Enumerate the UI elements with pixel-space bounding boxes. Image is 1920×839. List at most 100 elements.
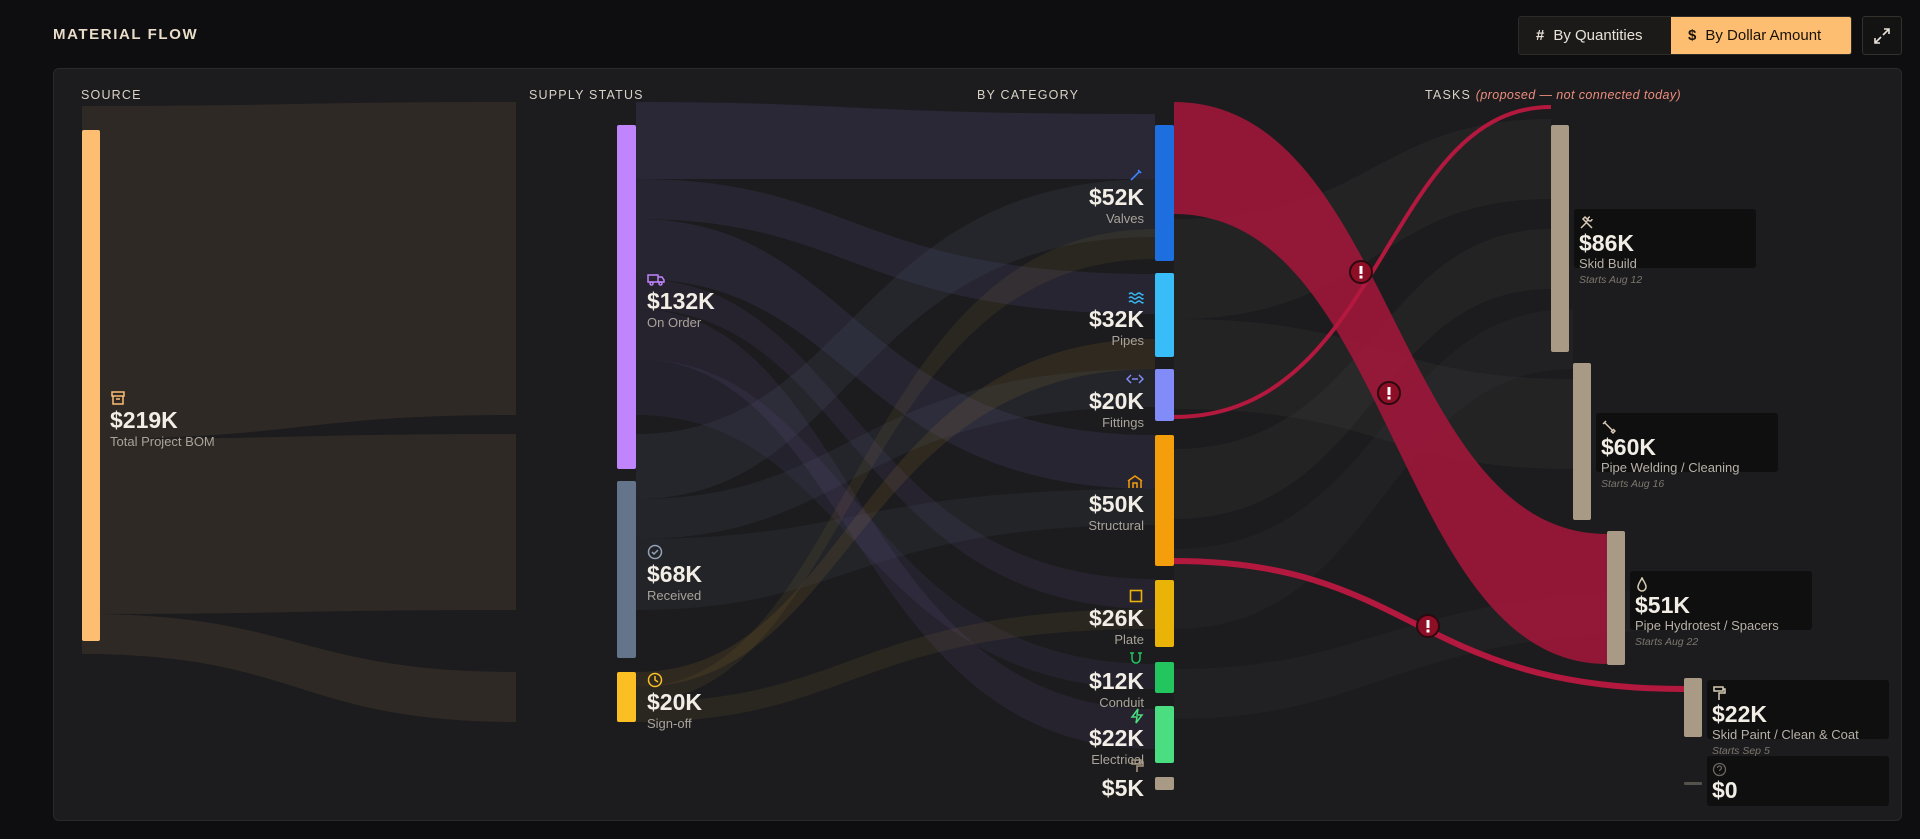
column-header-tasks: TASKS (proposed — not connected today) [1425,88,1681,102]
paint-roller-icon [1713,686,1726,700]
column-header-by-category: BY CATEGORY [977,88,1080,102]
category-node-structural[interactable] [1155,435,1174,566]
clock-icon [647,672,663,688]
alert-badges [1349,260,1440,638]
category-node-conduit[interactable] [1155,662,1174,693]
source-label: $219K Total Project BOM [110,390,215,448]
category-label-fittings: $20K Fittings [1089,371,1144,429]
task-card-pipe-welding[interactable]: $60K Pipe Welding / Cleaning Starts Aug … [1596,413,1778,490]
flow-received-valves[interactable] [636,179,1155,499]
task-node-hydrotest[interactable] [1607,531,1625,665]
sankey-diagram [82,102,1719,790]
category-node-electrical[interactable] [1155,706,1174,763]
flow-onorder-structural[interactable] [636,219,1155,489]
cable-icon [1130,652,1142,664]
category-value-fittings: $20K [1089,388,1144,414]
flow-signoff-plate[interactable] [636,609,1155,722]
category-value-structural: $50K [1089,491,1144,517]
supply-value-received: $68K [647,561,702,587]
task-value-skid-build: $86K [1579,230,1634,256]
source-value: $219K [110,407,178,433]
by-dollar-amount-button[interactable]: $ By Dollar Amount [1671,17,1851,54]
category-value-pipes: $32K [1089,306,1144,332]
waves-icon [1128,292,1144,304]
by-quantities-button[interactable]: # By Quantities [1519,17,1671,54]
material-flow-panel: SOURCE SUPPLY STATUS BY CATEGORY TASKS (… [53,68,1902,821]
by-quantities-label: By Quantities [1553,27,1643,44]
task-value-skid-paint: $22K [1712,701,1767,727]
category-name-structural: Structural [1088,518,1144,533]
category-value-conduit: $12K [1089,668,1144,694]
category-value-paint: $5K [1101,775,1144,801]
task-node-skid-paint[interactable] [1684,678,1702,737]
category-node-plate[interactable] [1155,580,1174,647]
supply-node-received[interactable] [617,481,636,658]
archive-box-icon [111,391,125,405]
lightning-icon [1130,708,1144,724]
task-node-pipe-welding[interactable] [1573,363,1591,520]
flow-onorder-valves[interactable] [636,102,1155,179]
flow-received-structural[interactable] [636,489,1155,610]
task-card-hydrotest[interactable]: $51K Pipe Hydrotest / Spacers Starts Aug… [1630,571,1812,648]
category-label-paint: $5K [1102,758,1144,803]
task-node-zero[interactable] [1684,782,1702,785]
expand-button[interactable] [1862,16,1902,55]
task-name-pipe-welding: Pipe Welding / Cleaning [1601,460,1740,475]
task-card-unassigned[interactable]: $0 [1707,756,1889,806]
category-name-fittings: Fittings [1102,415,1144,430]
task-value-pipe-welding: $60K [1601,434,1656,460]
flow-category-task-gray-1[interactable] [1174,119,1551,319]
hammer-wrench-icon [1580,215,1593,229]
category-label-structural: $50K Structural [1088,474,1144,532]
category-label-conduit: $12K Conduit [1089,651,1144,709]
task-card-skid-build[interactable]: $86K Skid Build Starts Aug 12 [1574,209,1756,286]
category-label-plate: $26K Plate [1089,588,1144,646]
supply-name-signoff: Sign-off [647,716,692,731]
truck-icon [647,274,665,286]
supply-node-onorder[interactable] [617,125,636,469]
category-node-paint[interactable] [1155,777,1174,790]
flow-nodes [82,125,1702,790]
alert-exclamation-icon[interactable] [1416,614,1440,638]
source-name: Total Project BOM [110,434,215,449]
hash-icon: # [1536,27,1545,44]
supply-node-signoff[interactable] [617,672,636,722]
category-name-plate: Plate [1114,632,1144,647]
task-card-skid-paint[interactable]: $22K Skid Paint / Clean & Coat Starts Se… [1707,680,1889,757]
supply-value-signoff: $20K [647,689,702,715]
paint-roller-icon [1131,759,1144,772]
task-start-pipe-welding: Starts Aug 16 [1601,478,1665,491]
connector-icon [1126,374,1144,384]
alert-exclamation-icon[interactable] [1349,260,1373,284]
column-header-supply-status: SUPPLY STATUS [529,88,644,102]
category-node-valves[interactable] [1155,125,1174,261]
flow-received-fittings[interactable] [636,369,1155,539]
supply-name-onorder: On Order [647,315,702,330]
category-node-pipes[interactable] [1155,273,1174,357]
category-name-conduit: Conduit [1099,695,1144,710]
source-node-bar[interactable] [82,130,100,641]
flow-onorder-electrical[interactable] [636,309,1155,749]
task-name-skid-paint: Skid Paint / Clean & Coat [1712,727,1859,742]
flow-source-signoff[interactable] [82,614,516,722]
task-name-hydrotest: Pipe Hydrotest / Spacers [1635,618,1779,633]
category-label-electrical: $22K Electrical [1089,708,1144,766]
flow-source-received[interactable] [82,434,516,614]
page-title: MATERIAL FLOW [53,26,199,43]
alert-flow-fittings-skidbuild[interactable] [1173,105,1552,419]
flow-source-onorder[interactable] [82,102,516,439]
flow-onorder-conduit[interactable] [636,359,1155,689]
category-value-electrical: $22K [1089,725,1144,751]
by-dollar-amount-label: By Dollar Amount [1705,27,1822,44]
alert-exclamation-icon[interactable] [1377,381,1401,405]
category-node-fittings[interactable] [1155,369,1174,421]
flow-onorder-pipes[interactable] [636,179,1155,314]
view-mode-toggle: # By Quantities $ By Dollar Amount [1518,16,1852,55]
task-value-unassigned: $0 [1712,777,1738,803]
supply-label-signoff: $20K Sign-off [647,672,702,730]
flow-onorder-plate[interactable] [636,279,1155,609]
flow-category-task-gray-4[interactable] [1174,309,1573,629]
supply-value-onorder: $132K [647,288,715,314]
task-start-hydrotest: Starts Aug 22 [1635,636,1699,649]
task-node-skid-build[interactable] [1551,125,1569,352]
